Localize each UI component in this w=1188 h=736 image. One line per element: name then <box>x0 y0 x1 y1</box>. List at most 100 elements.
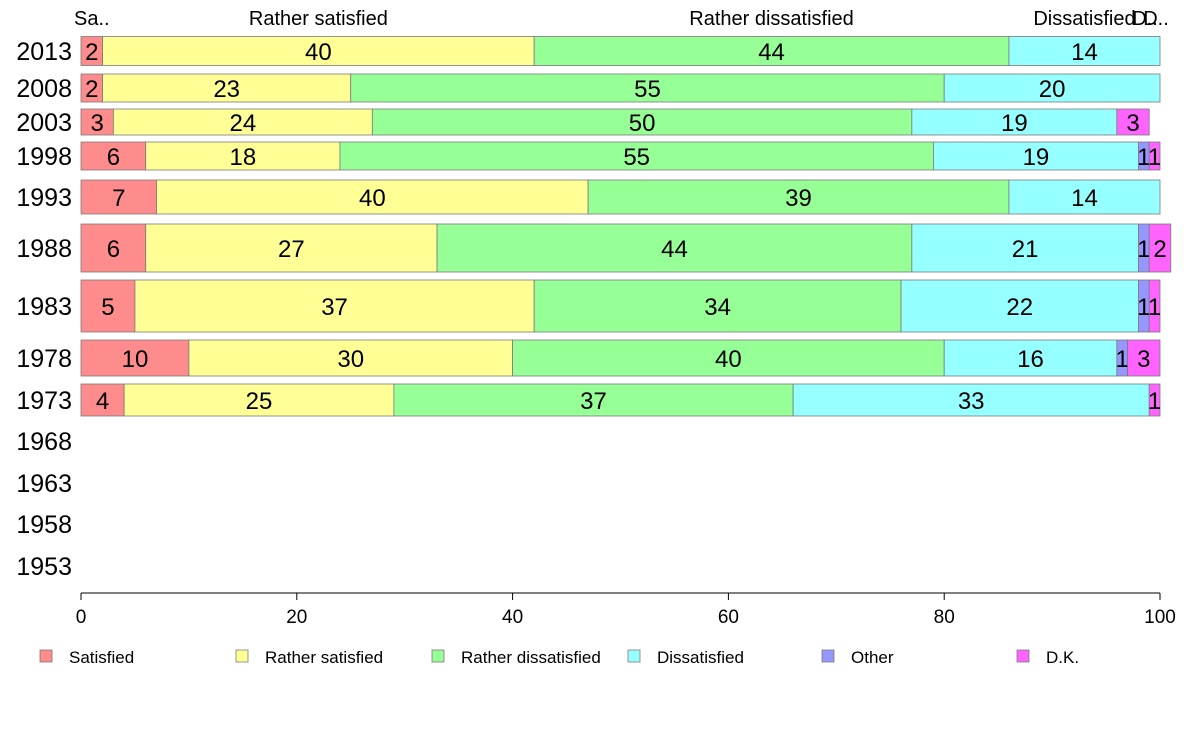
data-label: 3 <box>91 110 104 137</box>
bar-segment <box>1148 223 1172 273</box>
data-label: 14 <box>1071 39 1098 66</box>
legend-label: Satisfied <box>69 648 134 667</box>
legend-label: D.K. <box>1046 648 1079 667</box>
bar-segment <box>112 108 373 136</box>
bar-segment <box>393 383 794 417</box>
data-label: 21 <box>1012 236 1039 263</box>
legend-label: Rather satisfied <box>265 648 383 667</box>
bar-segment <box>350 73 945 103</box>
bar-segment <box>900 279 1139 333</box>
bar-segment <box>1008 36 1161 66</box>
data-label: 4 <box>96 388 109 415</box>
top-series-label: D.. <box>1132 8 1158 30</box>
top-series-label: Rather dissatisfied <box>689 8 854 30</box>
bar-segment <box>1116 108 1150 136</box>
data-label: 37 <box>580 388 607 415</box>
bar-segment <box>911 223 1139 273</box>
top-series-label: D.. <box>1143 8 1169 30</box>
bar-segment <box>911 108 1118 136</box>
y-axis-labels: 2013 2008 2003 1998 1993 1988 1983 1978 1973 1968… <box>16 38 72 581</box>
legend-swatch <box>39 649 53 663</box>
data-label: 55 <box>634 76 661 103</box>
legend-swatch <box>1016 649 1030 663</box>
bar-segment <box>339 141 934 171</box>
data-label: 18 <box>229 144 256 171</box>
data-label: 37 <box>321 294 348 321</box>
data-label: 1 <box>1148 294 1161 321</box>
x-tick-label: 100 <box>1144 607 1176 628</box>
data-label: 34 <box>704 294 731 321</box>
data-label: 16 <box>1017 346 1044 373</box>
legend: Satisfied Rather satisfied Rather dissatis… <box>39 648 1079 667</box>
bar-segment <box>436 223 913 273</box>
y-tick-label: 1968 <box>16 428 72 456</box>
y-tick-label: 1993 <box>16 184 72 212</box>
bar-segment <box>943 339 1118 377</box>
data-label: 3 <box>1126 110 1139 137</box>
data-label: 1 <box>1137 144 1150 171</box>
data-label: 5 <box>101 294 114 321</box>
data-label: 20 <box>1039 76 1066 103</box>
y-tick-label: 1958 <box>16 511 72 539</box>
data-label: 2 <box>1153 236 1166 263</box>
data-label: 24 <box>229 110 256 137</box>
bar-segment <box>512 339 945 377</box>
data-label: 1 <box>1137 294 1150 321</box>
data-label: 33 <box>958 388 985 415</box>
bar-segment <box>1148 141 1161 171</box>
y-tick-label: 1998 <box>16 143 72 171</box>
data-label: 1 <box>1137 236 1150 263</box>
legend-label: Rather dissatisfied <box>461 648 601 667</box>
bar-segment <box>145 141 341 171</box>
x-axis: 0 20 40 60 80 100 <box>76 592 1176 628</box>
bar-segment <box>80 383 125 417</box>
top-series-label: Dissatisfied <box>1033 8 1135 30</box>
data-label: 3 <box>1137 346 1150 373</box>
data-label: 2 <box>85 39 98 66</box>
bar-segment <box>933 141 1139 171</box>
legend-swatch <box>235 649 249 663</box>
top-series-label: Rather satisfied <box>249 8 388 30</box>
y-tick-label: 1953 <box>16 553 72 581</box>
bar-segment <box>1148 279 1161 333</box>
bar-segment <box>156 179 589 215</box>
data-label: 30 <box>337 346 364 373</box>
bar-segment <box>80 141 147 171</box>
top-series-label: Sa.. <box>74 8 110 30</box>
data-label: 44 <box>758 39 785 66</box>
bar-segment <box>80 339 190 377</box>
data-label: 1 <box>1116 346 1129 373</box>
bar-segment <box>134 279 535 333</box>
data-label: 40 <box>359 185 386 212</box>
data-label: 19 <box>1023 144 1050 171</box>
x-tick-label: 0 <box>76 607 87 628</box>
bar-segment <box>80 279 136 333</box>
bar-segment <box>80 223 147 273</box>
data-label: 1 <box>1148 388 1161 415</box>
bar-segment <box>792 383 1150 417</box>
data-label: 50 <box>629 110 656 137</box>
data-label: 2 <box>85 76 98 103</box>
x-tick-label: 40 <box>502 607 523 628</box>
bar-segment <box>80 108 114 136</box>
x-tick-label: 20 <box>286 607 307 628</box>
data-label: 40 <box>715 346 742 373</box>
y-tick-label: 2003 <box>16 109 72 137</box>
data-label: 6 <box>107 144 120 171</box>
x-tick-label: 80 <box>934 607 955 628</box>
data-label: 23 <box>213 76 240 103</box>
data-label: 10 <box>122 346 149 373</box>
data-label: 44 <box>661 236 688 263</box>
y-tick-label: 1963 <box>16 470 72 498</box>
bar-segment <box>102 73 352 103</box>
legend-label: Other <box>851 648 894 667</box>
bar-segment <box>1148 383 1161 417</box>
data-label: 6 <box>107 236 120 263</box>
bar-segment <box>102 36 535 66</box>
legend-swatch <box>821 649 835 663</box>
bar-segment <box>145 223 438 273</box>
data-label: 19 <box>1001 110 1028 137</box>
y-tick-label: 1978 <box>16 345 72 373</box>
y-tick-label: 2013 <box>16 38 72 66</box>
